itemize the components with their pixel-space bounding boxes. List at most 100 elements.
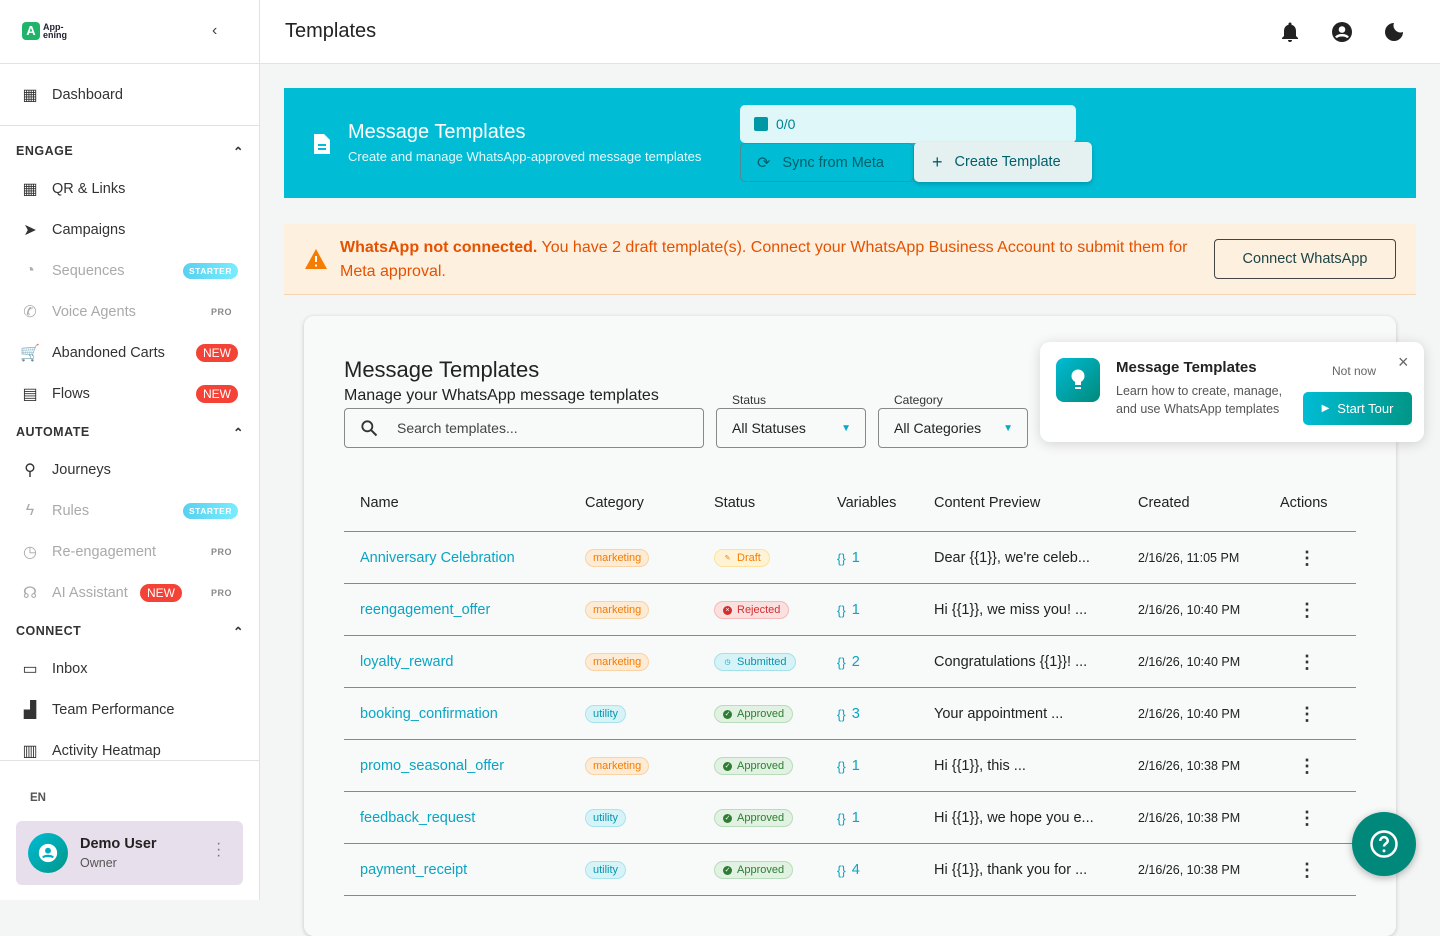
- category-select[interactable]: All Categories ▼: [878, 408, 1028, 448]
- status-select[interactable]: All Statuses ▼: [716, 408, 866, 448]
- table-row[interactable]: reengagement_offer marketing × Rejected {…: [344, 584, 1356, 636]
- create-template-button[interactable]: + Create Template: [914, 142, 1092, 182]
- more-actions-icon[interactable]: ⋮: [1298, 755, 1316, 776]
- category-select-value: All Categories: [894, 420, 982, 436]
- column-header-actions[interactable]: Actions: [1280, 495, 1328, 511]
- braces-icon: {}: [837, 810, 846, 826]
- connect-whatsapp-button[interactable]: Connect WhatsApp: [1214, 239, 1396, 279]
- table-row[interactable]: Anniversary Celebration marketing ✎ Draft…: [344, 532, 1356, 584]
- template-name-link[interactable]: payment_receipt: [360, 862, 468, 878]
- table-row[interactable]: payment_receipt utility ✓ Approved {} 4 Hi…: [344, 844, 1356, 896]
- more-actions-icon[interactable]: ⋮: [1298, 547, 1316, 568]
- logo[interactable]: A App-ening: [22, 22, 67, 40]
- search-icon: [361, 420, 378, 437]
- template-name-link[interactable]: loyalty_reward: [360, 654, 454, 670]
- sidebar-item-label: Abandoned Carts: [52, 345, 165, 361]
- table-row[interactable]: feedback_request utility ✓ Approved {} 1 H…: [344, 792, 1356, 844]
- section-engage[interactable]: ENGAGE ⌃: [16, 144, 244, 159]
- sidebar-item-label: Voice Agents: [52, 304, 136, 320]
- search-input[interactable]: Search templates...: [344, 408, 704, 448]
- table-row[interactable]: booking_confirmation utility ✓ Approved {…: [344, 688, 1356, 740]
- more-actions-icon[interactable]: ⋮: [1298, 859, 1316, 880]
- description-icon: [314, 134, 330, 154]
- search-placeholder: Search templates...: [397, 420, 518, 436]
- braces-icon: {}: [837, 758, 846, 774]
- column-header-status[interactable]: Status: [714, 495, 756, 511]
- sidebar-item-ai-assistant[interactable]: ☊ AI Assistant NEW PRO: [0, 574, 259, 612]
- sidebar-item-voice-agents[interactable]: ✆ Voice Agents PRO: [0, 293, 259, 331]
- category-chip: utility: [585, 861, 627, 879]
- collapse-sidebar-button[interactable]: ‹: [212, 22, 218, 39]
- column-header-category[interactable]: Category: [585, 495, 644, 511]
- sidebar-item-journeys[interactable]: ⚲ Journeys: [0, 451, 259, 489]
- braces-icon: {}: [837, 862, 846, 878]
- timelapse-icon: ◔: [25, 262, 35, 279]
- tour-popup: Message Templates Learn how to create, m…: [1040, 342, 1424, 442]
- more-actions-icon[interactable]: ⋮: [1298, 703, 1316, 724]
- status-chip: ✓ Approved: [714, 757, 794, 775]
- sidebar-item-rules[interactable]: ϟ Rules STARTER: [0, 492, 259, 530]
- phone-icon: ✆: [23, 304, 37, 321]
- sidebar-item-campaigns[interactable]: ➤ Campaigns: [0, 211, 259, 249]
- table-row[interactable]: promo_seasonal_offer marketing ✓ Approved…: [344, 740, 1356, 792]
- variables-count: 2: [851, 654, 860, 670]
- help-button[interactable]: [1352, 812, 1416, 876]
- status-chip: ✎ Draft: [714, 549, 770, 567]
- user-menu-button[interactable]: · · ·: [216, 835, 222, 864]
- sidebar-item-qr-links[interactable]: ▦ QR & Links: [0, 170, 259, 208]
- template-name-link[interactable]: promo_seasonal_offer: [360, 758, 505, 774]
- sync-icon: ⟳: [757, 154, 771, 172]
- status-chip: × Rejected: [714, 601, 790, 619]
- close-icon[interactable]: ×: [1398, 352, 1409, 372]
- category-label: Category: [890, 393, 947, 407]
- table-row[interactable]: loyalty_reward marketing ◷ Submitted {} 2 …: [344, 636, 1356, 688]
- template-name-link[interactable]: feedback_request: [360, 810, 476, 826]
- status-rejected-icon: ×: [723, 605, 732, 615]
- sidebar-item-dashboard[interactable]: ▦ Dashboard: [0, 76, 259, 114]
- template-name-link[interactable]: Anniversary Celebration: [360, 550, 515, 566]
- warning-icon: [305, 249, 327, 269]
- sidebar-item-abandoned-carts[interactable]: 🛒 Abandoned Carts NEW: [0, 334, 259, 372]
- column-header-content-preview[interactable]: Content Preview: [934, 495, 1041, 511]
- more-actions-icon[interactable]: ⋮: [1298, 651, 1316, 672]
- sidebar-item-flows[interactable]: ▤ Flows NEW: [0, 375, 259, 413]
- account-circle-icon[interactable]: [1330, 20, 1354, 44]
- more-actions-icon[interactable]: ⋮: [1298, 599, 1316, 620]
- column-header-name[interactable]: Name: [360, 495, 399, 511]
- sidebar-item-label: Campaigns: [52, 222, 126, 238]
- sidebar-item-team-performance[interactable]: ▟ Team Performance: [0, 691, 259, 729]
- user-card[interactable]: Demo User Owner · · ·: [16, 821, 243, 885]
- count-value: 0/0: [776, 116, 796, 132]
- sync-from-meta-button[interactable]: ⟳ Sync from Meta: [740, 143, 914, 182]
- sidebar-item-activity-heatmap[interactable]: ▥ Activity Heatmap: [0, 732, 259, 760]
- status-text: Approved: [737, 760, 785, 772]
- sidebar-item-label: Journeys: [52, 462, 111, 478]
- created-date: 2/16/26, 10:38 PM: [1138, 863, 1241, 877]
- not-now-button[interactable]: Not now: [1332, 364, 1377, 378]
- dark-mode-icon[interactable]: [1382, 20, 1406, 44]
- sidebar-item-re-engagement[interactable]: ◷ Re-engagement PRO: [0, 533, 259, 571]
- templates-banner: Message Templates Create and manage What…: [284, 88, 1416, 198]
- template-name-link[interactable]: booking_confirmation: [360, 706, 498, 722]
- starter-badge: STARTER: [182, 263, 238, 279]
- sidebar-item-inbox[interactable]: ▭ Inbox: [0, 650, 259, 688]
- column-header-variables[interactable]: Variables: [837, 495, 897, 511]
- start-tour-button[interactable]: ▶ Start Tour: [1303, 392, 1412, 425]
- sidebar: A App-ening ‹ ▦ Dashboard ENGAGE ⌃ ▦ QR & Li…: [0, 0, 260, 900]
- dropdown-arrow-icon: ▼: [1003, 422, 1013, 434]
- bolt-icon: ϟ: [25, 502, 35, 519]
- sidebar-item-sequences[interactable]: ◔ Sequences STARTER: [0, 252, 259, 290]
- content-preview: Hi {{1}}, thank you for ...: [934, 862, 1088, 878]
- new-badge: NEW: [196, 344, 238, 362]
- section-automate[interactable]: AUTOMATE ⌃: [16, 425, 244, 440]
- qr-code-icon: ▦: [22, 181, 38, 198]
- notifications-icon[interactable]: [1278, 20, 1302, 44]
- created-date: 2/16/26, 10:38 PM: [1138, 759, 1241, 773]
- new-badge: NEW: [140, 584, 182, 602]
- column-header-created[interactable]: Created: [1138, 495, 1190, 511]
- section-connect[interactable]: CONNECT ⌃: [16, 624, 244, 639]
- language-selector[interactable]: EN: [30, 792, 46, 804]
- category-chip: marketing: [585, 653, 650, 671]
- more-actions-icon[interactable]: ⋮: [1298, 807, 1316, 828]
- template-name-link[interactable]: reengagement_offer: [360, 602, 491, 618]
